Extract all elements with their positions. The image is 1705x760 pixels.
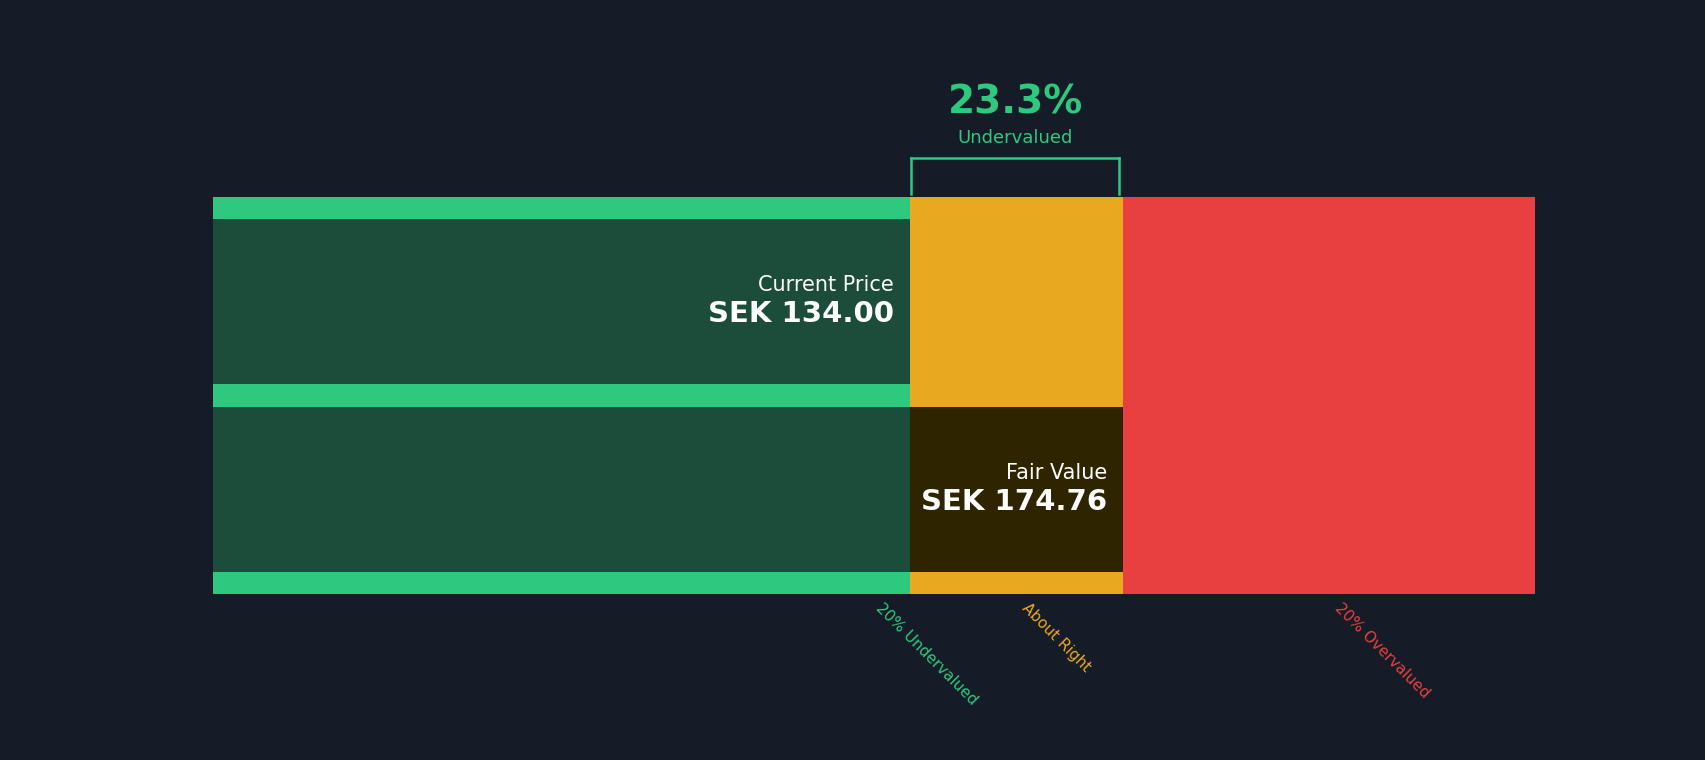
Bar — [213, 197, 909, 594]
Text: About Right: About Right — [1018, 600, 1093, 675]
Text: 20% Undervalued: 20% Undervalued — [873, 600, 980, 708]
Bar — [213, 219, 909, 385]
Text: Fair Value: Fair Value — [1006, 463, 1107, 483]
Bar — [909, 407, 1122, 572]
Bar — [1122, 197, 1534, 594]
Text: 20% Overvalued: 20% Overvalued — [1332, 600, 1432, 701]
Text: Undervalued: Undervalued — [957, 129, 1072, 147]
Text: 23.3%: 23.3% — [946, 84, 1083, 122]
Bar — [213, 407, 909, 572]
Text: SEK 134.00: SEK 134.00 — [708, 300, 893, 328]
Text: Current Price: Current Price — [759, 275, 893, 295]
Text: SEK 174.76: SEK 174.76 — [921, 489, 1107, 516]
Bar — [909, 197, 1122, 594]
